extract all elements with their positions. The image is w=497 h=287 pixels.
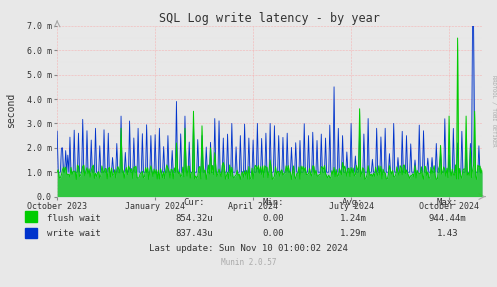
Text: 854.32u: 854.32u xyxy=(175,214,213,223)
Text: 0.00: 0.00 xyxy=(262,229,284,238)
Text: write wait: write wait xyxy=(47,229,101,238)
Text: 837.43u: 837.43u xyxy=(175,229,213,238)
Title: SQL Log write latency - by year: SQL Log write latency - by year xyxy=(159,12,380,25)
Text: Max:: Max: xyxy=(436,198,458,207)
Text: second: second xyxy=(6,93,16,128)
Text: RRDTOOL / TOBI OETIKER: RRDTOOL / TOBI OETIKER xyxy=(491,75,496,146)
Text: Munin 2.0.57: Munin 2.0.57 xyxy=(221,259,276,267)
Text: 0.00: 0.00 xyxy=(262,214,284,223)
Text: Avg:: Avg: xyxy=(342,198,364,207)
Bar xyxy=(25,211,37,222)
Text: 1.43: 1.43 xyxy=(436,229,458,238)
Text: flush wait: flush wait xyxy=(47,214,101,223)
Text: Cur:: Cur: xyxy=(183,198,205,207)
Text: 1.24m: 1.24m xyxy=(339,214,366,223)
Text: 944.44m: 944.44m xyxy=(428,214,466,223)
Text: Last update: Sun Nov 10 01:00:02 2024: Last update: Sun Nov 10 01:00:02 2024 xyxy=(149,244,348,253)
Text: Min:: Min: xyxy=(262,198,284,207)
Bar xyxy=(25,228,37,238)
Text: 1.29m: 1.29m xyxy=(339,229,366,238)
